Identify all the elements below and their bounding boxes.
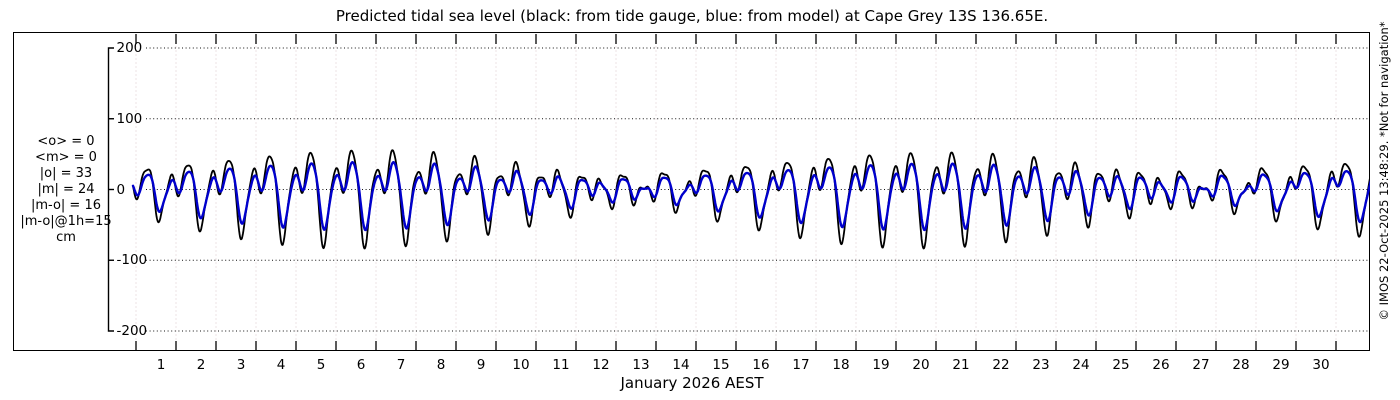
x-tick-label: 19 [872, 357, 890, 373]
x-tick-label: 7 [396, 357, 406, 373]
stats-line: cm [56, 230, 76, 245]
y-tick-label: 0 [116, 181, 126, 198]
x-tick-label: 12 [592, 357, 610, 373]
x-tick-label: 13 [632, 357, 650, 373]
x-axis-title: January 2026 AEST [620, 374, 764, 392]
x-tick-label: 4 [276, 357, 286, 373]
x-tick-label: 23 [1032, 357, 1050, 373]
x-tick-label: 26 [1152, 357, 1170, 373]
stats-line: <m> = 0 [35, 150, 97, 165]
stats-line: <o> = 0 [37, 134, 95, 149]
x-tick-label: 21 [952, 357, 970, 373]
copyright-vertical-text: © IMOS 22-Oct-2025 13:48:29. *Not for na… [1377, 21, 1391, 321]
x-tick-label: 25 [1112, 357, 1130, 373]
x-tick-label: 22 [992, 357, 1010, 373]
x-tick-label: 20 [912, 357, 930, 373]
x-tick-label: 18 [832, 357, 850, 373]
x-tick-label: 6 [356, 357, 366, 373]
x-tick-label: 9 [476, 357, 486, 373]
x-tick-label: 11 [552, 357, 570, 373]
y-tick-label: -200 [116, 323, 148, 339]
x-tick-label: 27 [1192, 357, 1210, 373]
stats-line: |m| = 24 [37, 182, 95, 197]
y-tick-label: 100 [116, 110, 143, 127]
x-tick-label: 30 [1312, 357, 1330, 373]
model-curve [131, 160, 1370, 232]
x-tick-label: 5 [316, 357, 326, 373]
x-tick-label: 24 [1072, 357, 1090, 373]
y-tick-label: 200 [116, 40, 143, 56]
x-tick-label: 14 [672, 357, 690, 373]
stats-line: |m-o|@1h=15 [20, 214, 112, 229]
x-tick-label: 1 [156, 357, 166, 373]
x-tick-label: 17 [792, 357, 810, 373]
x-tick-label: 29 [1272, 357, 1290, 373]
y-tick-label: -100 [116, 252, 148, 269]
x-tick-label: 3 [236, 357, 246, 373]
stats-line: |o| = 33 [39, 166, 93, 181]
x-tick-label: 10 [512, 357, 530, 373]
x-tick-label: 15 [712, 357, 730, 373]
x-tick-label: 8 [436, 357, 446, 373]
stats-panel: <o> = 0 <m> = 0 |o| = 33 |m| = 24 |m-o| = 16… [0, 134, 132, 246]
x-tick-label: 28 [1232, 357, 1250, 373]
chart-title: Predicted tidal sea level (black: from t… [335, 7, 1049, 25]
x-tick-label: 2 [196, 357, 206, 373]
x-tick-label: 16 [752, 357, 770, 373]
stats-line: |m-o| = 16 [30, 198, 101, 213]
